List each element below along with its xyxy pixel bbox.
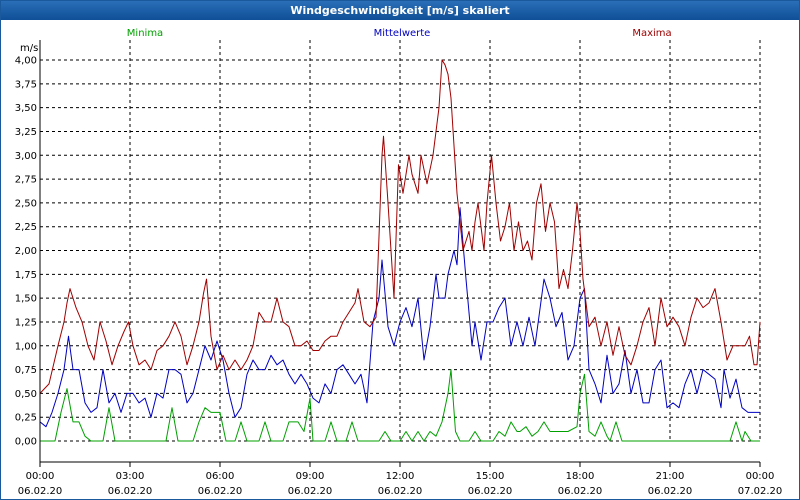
series-line-minima xyxy=(40,369,760,442)
series-line-mittelwerte xyxy=(39,207,760,428)
x-tick-date: 06.02.20 xyxy=(198,486,243,497)
y-tick-label: 2,00 xyxy=(15,246,37,257)
y-tick-label: 1,50 xyxy=(15,294,37,305)
axes xyxy=(39,40,761,467)
y-tick-label: 1,75 xyxy=(15,270,37,281)
legend: Maxima Mittelwerte Minima xyxy=(127,28,672,39)
y-tick-label: 1,00 xyxy=(15,341,37,352)
x-tick-date: 06.02.20 xyxy=(648,486,693,497)
x-tick-date: 06.02.20 xyxy=(558,486,603,497)
x-tick-time: 00:00 xyxy=(746,471,775,482)
y-tick-label: 0,25 xyxy=(15,413,37,424)
x-tick-time: 06:00 xyxy=(206,471,235,482)
x-tick-time: 03:00 xyxy=(116,471,145,482)
x-tick-date: 06.02.20 xyxy=(108,486,153,497)
x-tick-time: 12:00 xyxy=(386,471,415,482)
y-tick-label: 2,25 xyxy=(15,222,37,233)
x-tick-date: 06.02.20 xyxy=(18,486,63,497)
x-tick-time: 15:00 xyxy=(476,471,505,482)
x-tick-time: 09:00 xyxy=(296,471,325,482)
y-tick-label: 1,25 xyxy=(15,317,37,328)
grid-lines xyxy=(39,40,761,442)
x-tick-time: 00:00 xyxy=(26,471,55,482)
y-tick-label: 2,50 xyxy=(15,198,37,209)
y-tick-label: 3,50 xyxy=(15,103,37,114)
y-axis-label: m/s xyxy=(20,43,38,54)
y-tick-label: 3,00 xyxy=(15,151,37,162)
series-group xyxy=(39,59,761,442)
y-tick-label: 0,50 xyxy=(15,389,37,400)
x-tick-time: 21:00 xyxy=(656,471,685,482)
legend-maxima: Maxima xyxy=(632,28,671,39)
y-tick-label: 0,00 xyxy=(15,437,37,448)
chart-title: Windgeschwindigkeit [m/s] skaliert xyxy=(1,1,799,20)
x-tick-date: 06.02.20 xyxy=(378,486,423,497)
y-tick-label: 3,25 xyxy=(15,127,37,138)
x-tick-date: 07.02.20 xyxy=(738,486,783,497)
series-line-maxima xyxy=(39,59,761,394)
y-tick-label: 3,75 xyxy=(15,79,37,90)
x-tick-date: 06.02.20 xyxy=(468,486,513,497)
x-tick-labels: 00:00 06.02.20 03:00 06.02.20 06:00 06.02.20 0… xyxy=(18,471,783,497)
x-tick-time: 18:00 xyxy=(566,471,595,482)
legend-minima: Minima xyxy=(127,28,163,39)
y-tick-label: 2,75 xyxy=(15,175,37,186)
y-tick-labels: 4,00 3,75 3,50 3,25 3,00 2,75 2,50 2,25 2,00 1,75… xyxy=(15,56,37,448)
y-tick-label: 0,75 xyxy=(15,365,37,376)
x-tick-date: 06.02.20 xyxy=(288,486,333,497)
y-tick-label: 4,00 xyxy=(15,56,37,67)
legend-mittelwerte: Mittelwerte xyxy=(374,28,431,39)
